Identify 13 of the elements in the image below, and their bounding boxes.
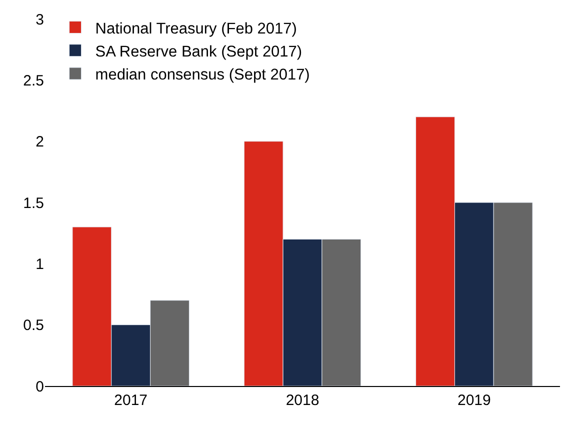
x-tick-label: 2019 bbox=[457, 392, 491, 409]
y-tick-label: 0 bbox=[36, 378, 44, 396]
x-tick-label: 2018 bbox=[286, 392, 320, 409]
y-tick-label: 0.5 bbox=[23, 317, 44, 334]
y-tick-label: 1.5 bbox=[23, 194, 44, 212]
legend-label: National Treasury (Feb 2017) bbox=[95, 20, 297, 38]
y-tick-label: 2.5 bbox=[23, 72, 44, 90]
y-tick-label: 2 bbox=[36, 134, 44, 151]
x-tick-label: 2017 bbox=[114, 392, 148, 409]
y-tick-label: 1 bbox=[36, 256, 44, 273]
y-tick-label: 3 bbox=[36, 11, 44, 28]
legend-label: SA Reserve Bank (Sept 2017) bbox=[95, 43, 302, 60]
legend-label: median consensus (Sept 2017) bbox=[95, 66, 310, 84]
